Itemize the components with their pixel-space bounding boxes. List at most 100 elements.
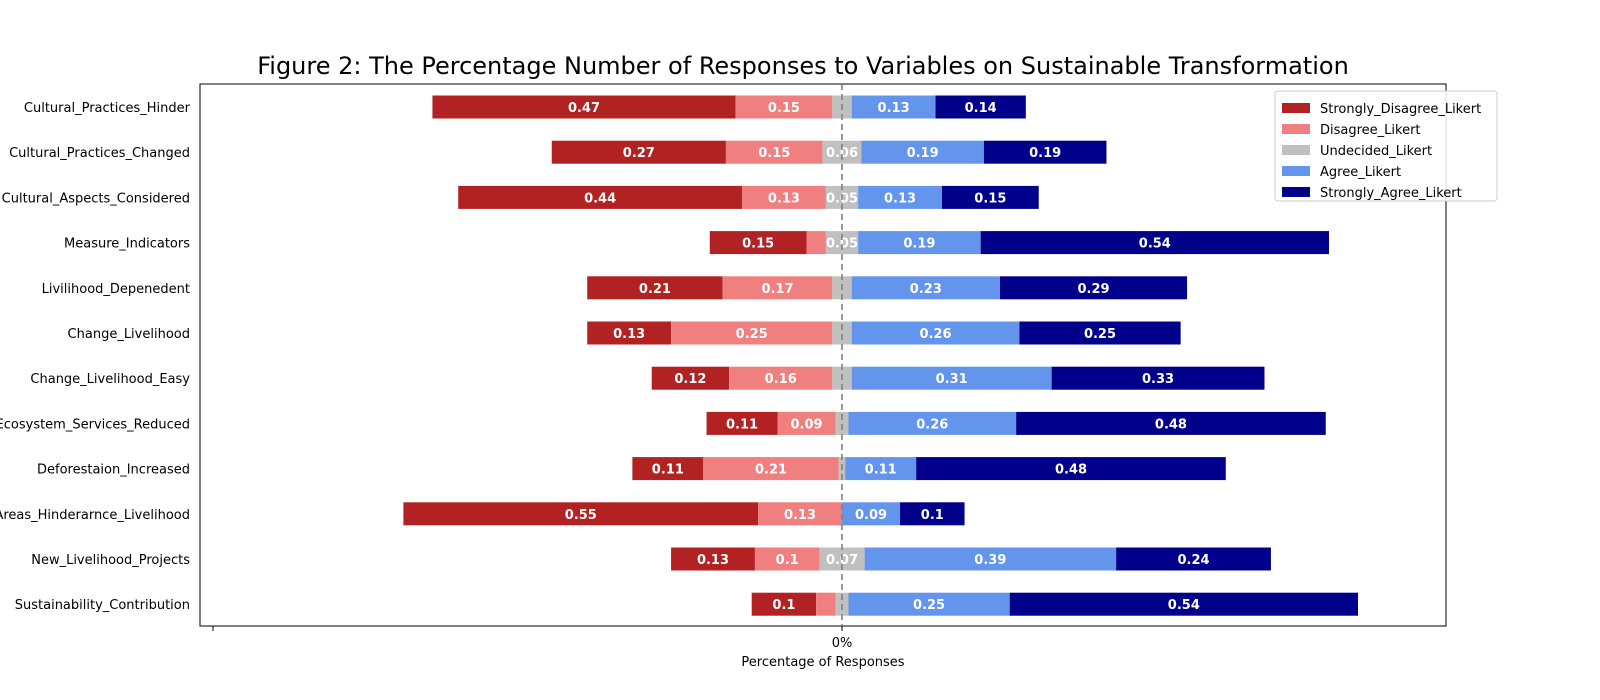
bar-value-label: 0.16 <box>765 372 797 387</box>
bar-segment <box>900 502 965 526</box>
bar-segment <box>729 366 833 390</box>
legend-label: Strongly_Agree_Likert <box>1320 186 1462 201</box>
bar-segment <box>864 547 1117 571</box>
legend-swatch <box>1282 124 1310 134</box>
bar-value-label: 0.13 <box>768 191 800 206</box>
bar-value-label: 0.21 <box>755 463 787 478</box>
bar-segment <box>835 411 849 435</box>
bar-value-label: 0.19 <box>1029 146 1061 161</box>
bar-value-label: 0.13 <box>784 508 816 523</box>
bar-segment <box>851 321 1020 345</box>
y-tick-label: Cultural_Practices_Changed <box>9 146 190 161</box>
bar-segment <box>725 140 823 164</box>
bar-value-label: 0.07 <box>826 553 858 568</box>
bar-value-label: 0.19 <box>907 146 939 161</box>
bar-value-label: 0.33 <box>1142 372 1174 387</box>
x-axis-label: Percentage of Responses <box>741 655 904 670</box>
bar-value-label: 0.17 <box>761 282 793 297</box>
bar-segment <box>822 140 862 164</box>
bar-value-label: 0.12 <box>674 372 706 387</box>
bar-segment <box>806 231 826 255</box>
bar-segment <box>735 95 833 119</box>
bar-value-label: 0.44 <box>584 191 616 206</box>
bar-segment <box>825 231 859 255</box>
legend-swatch <box>1282 187 1310 197</box>
bar-value-label: 0.15 <box>742 237 774 252</box>
y-tick-label: Change_Livelihood_Easy <box>30 372 190 387</box>
bar-segment <box>632 457 704 481</box>
bar-segment <box>551 140 726 164</box>
bar-segment <box>758 502 842 526</box>
bar-value-label: 0.15 <box>768 101 800 116</box>
bar-segment <box>777 411 836 435</box>
bar-segment <box>706 411 778 435</box>
bar-value-label: 0.47 <box>568 101 600 116</box>
legend-box <box>1274 90 1498 202</box>
y-tick-label: Ecosystem_Services_Reduced <box>0 417 190 432</box>
bar-value-label: 0.54 <box>1168 598 1200 613</box>
bar-value-label: 0.19 <box>903 237 935 252</box>
bar-value-label: 0.26 <box>919 327 951 342</box>
bar-value-label: 0.13 <box>697 553 729 568</box>
legend: Strongly_Disagree_Likert Disagree_Likert U… <box>1274 90 1498 202</box>
bars-layer: 0.47 0.15 0.13 0.14 0.27 0.15 0.06 0.19 0.19 0.44… <box>403 95 1358 616</box>
bar-segment <box>587 276 723 300</box>
legend-label: Disagree_Likert <box>1320 123 1421 138</box>
bar-value-label: 0.1 <box>776 553 799 568</box>
bar-value-label: 0.23 <box>910 282 942 297</box>
bar-segment <box>851 276 1001 300</box>
chart-title: Figure 2: The Percentage Number of Respo… <box>257 52 1349 80</box>
bar-value-label: 0.09 <box>790 417 822 432</box>
legend-label: Agree_Likert <box>1320 165 1401 180</box>
y-tick-label: Sustainability_Contribution <box>15 598 190 613</box>
y-tick-label: Deforestaion_Increased <box>37 463 190 478</box>
y-tick-labels: Cultural_Practices_Hinder Cultural_Practi… <box>0 101 191 613</box>
bar-segment <box>709 231 807 255</box>
bar-value-label: 0.25 <box>736 327 768 342</box>
bar-segment <box>703 457 839 481</box>
bar-segment <box>722 276 833 300</box>
bar-value-label: 0.25 <box>1084 327 1116 342</box>
bar-value-label: 0.54 <box>1139 237 1171 252</box>
bar-segment <box>935 95 1026 119</box>
bar-segment <box>671 547 755 571</box>
bar-value-label: 0.09 <box>855 508 887 523</box>
bar-segment <box>916 457 1226 481</box>
bar-segment <box>983 140 1107 164</box>
bar-segment <box>845 457 917 481</box>
bar-value-label: 0.11 <box>726 417 758 432</box>
bar-value-label: 0.11 <box>652 463 684 478</box>
y-tick-label: Change_Livelihood <box>68 327 190 342</box>
bar-value-label: 0.14 <box>965 101 997 116</box>
bar-segment <box>751 592 817 616</box>
bar-segment <box>848 592 1010 616</box>
bar-segment <box>742 185 826 209</box>
bar-segment <box>1009 592 1358 616</box>
bar-segment <box>458 185 743 209</box>
bar-value-label: 0.21 <box>639 282 671 297</box>
bar-segment <box>1019 321 1181 345</box>
legend-swatch <box>1282 166 1310 176</box>
bar-value-label: 0.48 <box>1155 417 1187 432</box>
bar-segment <box>848 411 1017 435</box>
bar-value-label: 0.15 <box>974 191 1006 206</box>
bar-value-label: 0.1 <box>772 598 795 613</box>
bar-segment <box>832 321 852 345</box>
bar-value-label: 0.06 <box>826 146 858 161</box>
bar-segment <box>816 592 836 616</box>
bar-value-label: 0.26 <box>916 417 948 432</box>
bar-value-label: 0.29 <box>1078 282 1110 297</box>
y-tick-label: Measure_Indicators <box>64 237 190 252</box>
y-tick-label: Protected_Areas_Hinderarnce_Livelihood <box>0 508 190 523</box>
bar-value-label: 0.15 <box>758 146 790 161</box>
bar-value-label: 0.1 <box>921 508 944 523</box>
bar-segment <box>842 502 901 526</box>
bar-segment <box>858 231 981 255</box>
bar-segment <box>861 140 984 164</box>
bar-value-label: 0.13 <box>884 191 916 206</box>
bar-segment <box>1016 411 1326 435</box>
bar-segment <box>980 231 1329 255</box>
bar-segment <box>1116 547 1271 571</box>
legend-swatch <box>1282 145 1310 155</box>
